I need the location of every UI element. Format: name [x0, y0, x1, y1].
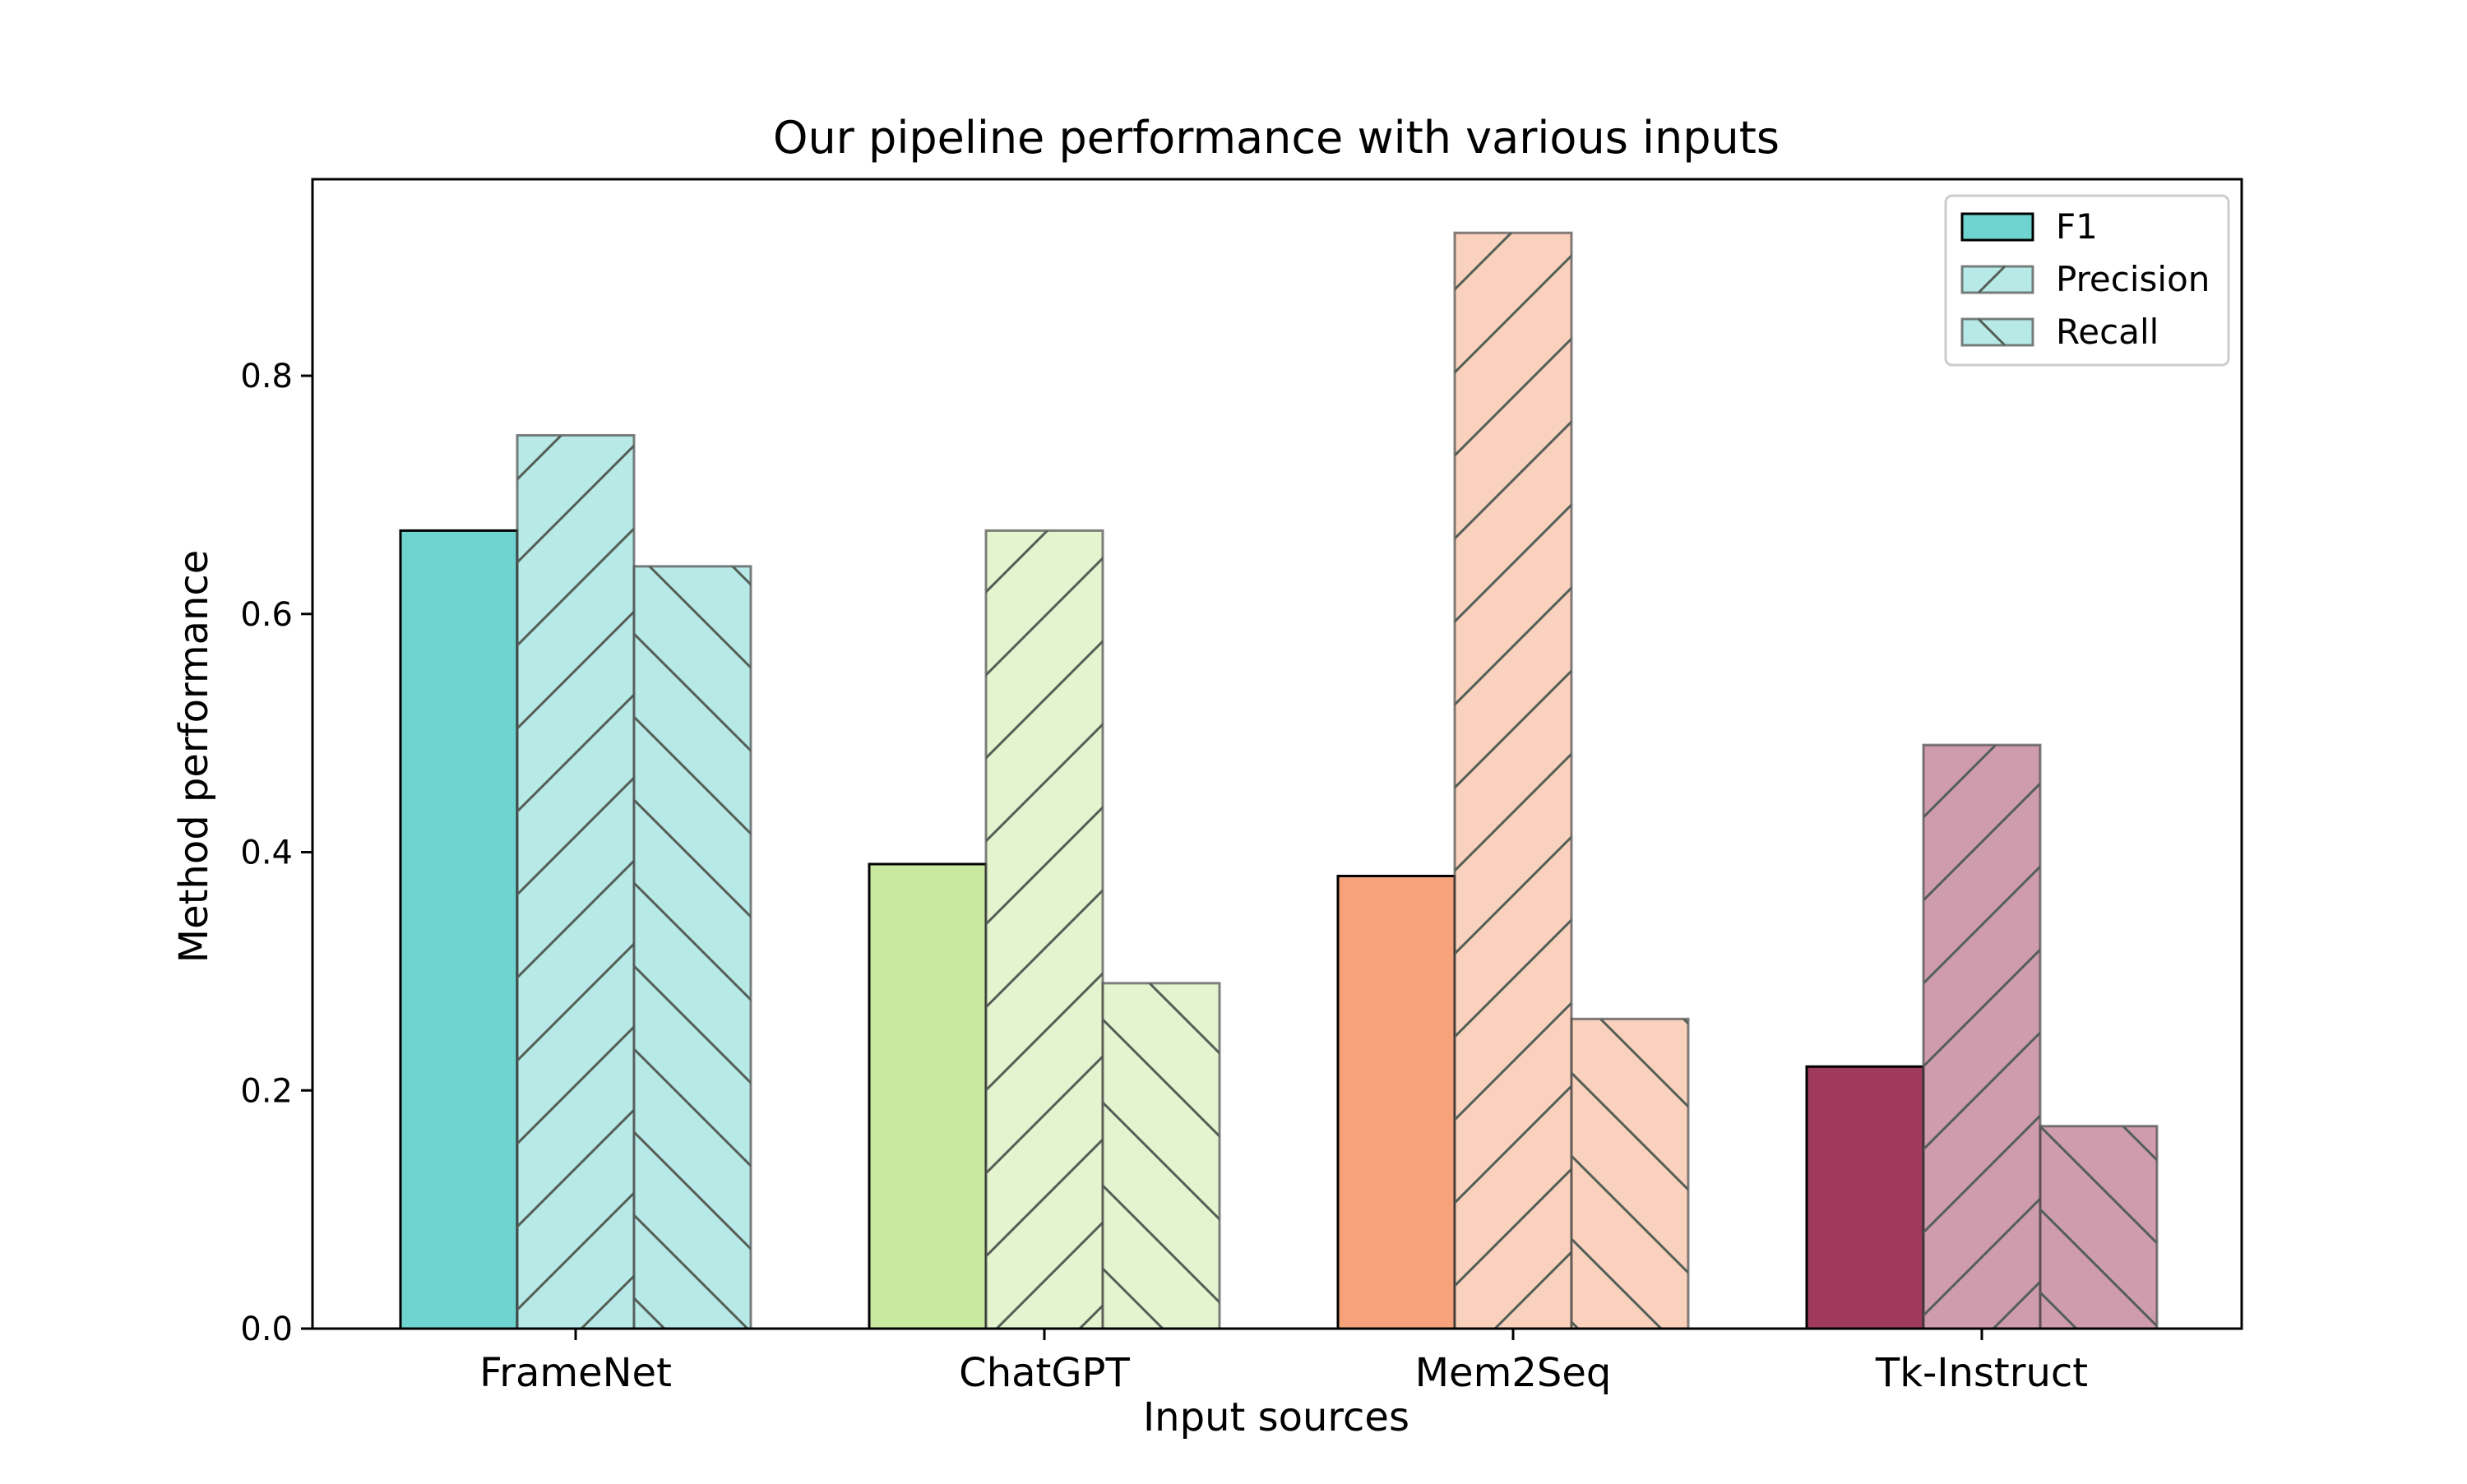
bar-framenet-f1 [399, 529, 519, 1330]
bar-hatch-tk-instruct-precision [1923, 745, 2040, 1329]
bar-chatgpt-f1 [868, 862, 988, 1330]
legend-hatch-recall [1977, 317, 2006, 347]
bar-hatch-framenet-recall [634, 566, 751, 1329]
bar-hatch-framenet-precision [517, 435, 634, 1329]
x-tick-label: Tk-Instruct [1875, 1350, 2088, 1396]
legend-swatch-precision [1960, 265, 2034, 294]
y-tick-label: 0.2 [240, 1072, 293, 1110]
legend-swatch-f1 [1960, 212, 2034, 242]
bar-hatch-chatgpt-recall [1103, 982, 1220, 1329]
legend: F1 Precision Recall [1944, 194, 2230, 367]
bars-layer [399, 231, 2159, 1330]
y-tick-label: 0.4 [240, 834, 293, 872]
y-tick-label: 0.6 [240, 596, 293, 634]
legend-label-recall: Recall [2056, 312, 2159, 352]
plot-frame [311, 178, 2243, 1330]
legend-swatch-recall [1960, 317, 2034, 347]
bar-tk-instruct-f1 [1805, 1065, 1925, 1330]
bar-hatch-tk-instruct-recall [2040, 1126, 2157, 1329]
axes-layer: 0.0 0.2 0.4 0.6 0.8 FrameNet ChatGPT Mem2Seq Tk-… [240, 178, 2243, 1396]
y-axis-label: Method performance [171, 550, 217, 964]
bar-hatch-mem2seq-recall [1571, 1019, 1688, 1329]
chart-title: Our pipeline performance with various in… [773, 112, 1780, 164]
x-tick-label: FrameNet [479, 1350, 672, 1396]
y-tick-label: 0.8 [240, 358, 293, 395]
bar-hatch-mem2seq-precision [1455, 233, 1571, 1329]
legend-label-f1: F1 [2056, 206, 2098, 247]
x-tick-label: ChatGPT [959, 1350, 1130, 1396]
legend-hatch-precision [1977, 265, 2006, 294]
legend-label-precision: Precision [2056, 259, 2210, 299]
bar-hatch-chatgpt-precision [986, 530, 1103, 1329]
bar-mem2seq-f1 [1336, 874, 1456, 1330]
x-tick-label: Mem2Seq [1415, 1350, 1612, 1396]
y-tick-label: 0.0 [240, 1311, 293, 1348]
x-axis-label: Input sources [1143, 1394, 1409, 1440]
